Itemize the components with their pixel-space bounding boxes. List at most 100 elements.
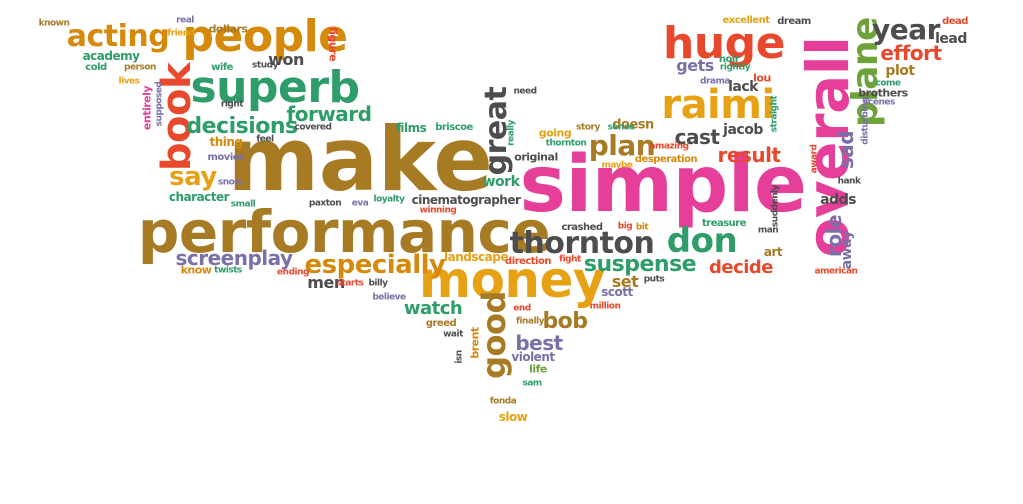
word-cloud-term: brothers <box>858 86 908 100</box>
word-cloud-term: noir <box>718 54 740 65</box>
word-cloud-term: huge <box>663 18 786 69</box>
word-cloud-term: brent <box>468 327 482 359</box>
word-cloud-term: paxton <box>308 198 342 209</box>
word-cloud-term: need <box>513 86 537 97</box>
word-cloud-term: good <box>475 291 513 379</box>
word-cloud-term: know <box>180 263 212 277</box>
word-cloud-term: award <box>809 144 820 174</box>
word-cloud-term: plan <box>588 129 656 162</box>
word-cloud-term: hank <box>837 176 861 187</box>
word-cloud-term: men <box>307 273 345 292</box>
word-cloud-term: raimi <box>661 82 775 128</box>
word-cloud-term: million <box>589 301 621 312</box>
word-cloud-term: don <box>666 221 738 261</box>
word-cloud-term: academy <box>82 49 140 63</box>
word-cloud-term: friend <box>167 28 195 39</box>
word-cloud-term: best <box>515 331 563 355</box>
word-cloud-term: scott <box>601 285 633 299</box>
word-cloud-term: loyalty <box>373 194 405 205</box>
word-cloud-term: real <box>176 15 194 26</box>
word-cloud-term: man <box>757 225 779 236</box>
word-cloud-term: isn <box>454 350 465 364</box>
word-cloud-term: feel <box>256 134 274 145</box>
word-cloud-term: person <box>124 62 156 73</box>
word-cloud-term: sense <box>607 122 635 133</box>
word-cloud-term: cast <box>674 125 720 149</box>
word-cloud-term: won <box>268 50 304 69</box>
word-cloud-term: american <box>814 266 858 277</box>
word-cloud-term: treasure <box>701 218 747 229</box>
word-cloud-term: eva <box>351 198 369 209</box>
word-cloud-term: starts <box>336 278 364 289</box>
word-cloud-term: story <box>576 122 600 133</box>
word-cloud-term: bob <box>542 309 588 334</box>
word-cloud-term: entirely <box>140 85 154 131</box>
word-cloud-term: greed <box>425 318 457 329</box>
word-cloud-term: thing <box>209 135 243 149</box>
word-cloud-term: away <box>839 230 855 270</box>
word-cloud-term: watch <box>403 298 463 319</box>
word-cloud-term: lou <box>753 71 771 85</box>
word-cloud-term: winning <box>419 205 457 216</box>
word-cloud-term: amazing <box>649 141 689 152</box>
word-cloud-term: figure <box>326 26 340 62</box>
word-cloud-term: wife <box>211 62 233 73</box>
word-cloud-term: people <box>182 11 349 62</box>
word-cloud-term: landscape <box>444 250 508 264</box>
word-cloud-term: cold <box>85 62 107 73</box>
word-cloud-term: rightly <box>719 62 751 73</box>
word-cloud-term: known <box>38 18 70 29</box>
word-cloud-term: year <box>872 13 940 46</box>
word-cloud-term: original <box>514 150 558 164</box>
word-cloud-term: acting <box>66 19 170 54</box>
word-cloud-term: snow <box>217 177 243 188</box>
word-cloud-term: sad <box>834 130 858 170</box>
word-cloud-term: thornton <box>509 226 655 261</box>
word-cloud-term: set <box>611 272 639 291</box>
word-cloud-term: twists <box>214 265 242 276</box>
word-cloud-term: briscoe <box>435 122 473 133</box>
word-cloud-term: decide <box>708 257 774 278</box>
word-cloud-term: slow <box>498 410 528 424</box>
word-cloud-term: lack <box>728 79 758 95</box>
word-cloud-term: simple <box>519 140 807 230</box>
word-cloud-term: small <box>230 199 256 210</box>
word-cloud-term: result <box>717 143 782 167</box>
word-cloud-term: performance <box>137 198 551 266</box>
word-cloud-term: make <box>227 108 493 211</box>
word-cloud-term: forward <box>286 102 372 126</box>
word-cloud-term: dream <box>777 16 811 27</box>
word-cloud-term: scenes <box>863 97 895 108</box>
word-cloud-term: cinematographer <box>411 193 521 207</box>
word-cloud-term: say <box>169 162 217 192</box>
word-cloud-term: especially <box>304 250 447 280</box>
word-cloud-term: billy <box>368 278 388 289</box>
word-cloud-term: direction <box>505 256 551 267</box>
word-cloud-term: excellent <box>722 15 770 26</box>
word-cloud-term: superb <box>190 62 360 113</box>
word-cloud-term: life <box>529 362 547 376</box>
word-cloud-term: art <box>763 245 783 259</box>
word-cloud-term: doesn <box>612 117 654 133</box>
word-cloud-term: end <box>513 303 531 314</box>
word-cloud-term: suspense <box>583 252 697 277</box>
word-cloud-term: suddenly <box>770 184 781 228</box>
word-cloud-term: finally <box>515 316 545 327</box>
word-cloud-term: puts <box>643 274 665 285</box>
word-cloud-term: lead <box>935 31 967 47</box>
word-cloud-term: decisions <box>186 114 298 139</box>
word-cloud-term: covered <box>294 122 332 133</box>
word-cloud-term: character <box>168 190 230 204</box>
word-cloud-term: drama <box>700 76 730 87</box>
word-cloud-term: maybe <box>601 160 633 171</box>
word-cloud-term: sam <box>522 378 542 389</box>
word-cloud-term: fonda <box>489 396 517 407</box>
word-cloud-term: work <box>482 174 520 190</box>
word-cloud-term: really <box>506 120 517 146</box>
word-cloud-term: dead <box>942 16 968 27</box>
word-cloud-term: right <box>220 99 244 110</box>
word-cloud-term: ending <box>277 267 309 278</box>
word-cloud-term: bit <box>635 222 649 233</box>
word-cloud-term: desperation <box>634 154 698 165</box>
word-cloud-term: effort <box>880 41 942 65</box>
